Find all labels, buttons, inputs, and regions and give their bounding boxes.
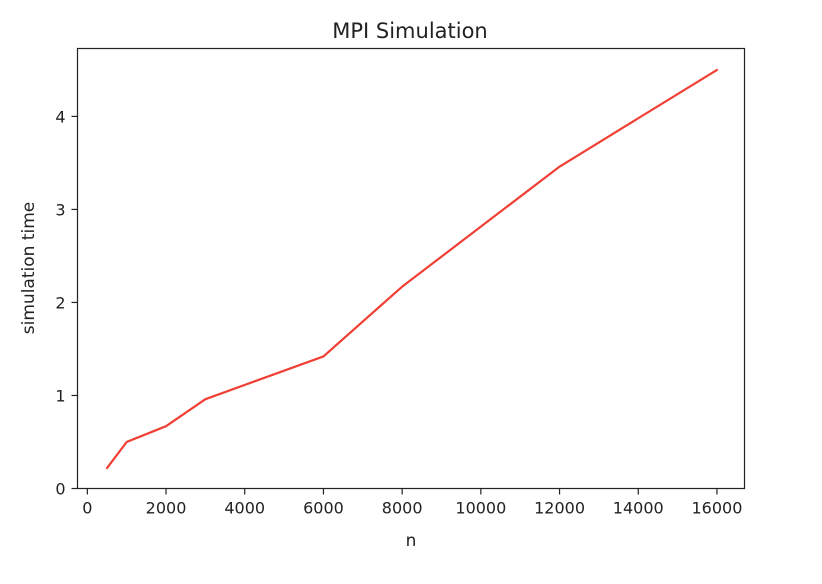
x-tick-label: 16000 [692,499,743,518]
y-tick-label: 4 [55,107,65,126]
x-tick-label: 0 [82,499,92,518]
x-tick-label: 12000 [534,499,585,518]
x-tick-label: 4000 [224,499,265,518]
x-tick-label: 10000 [455,499,506,518]
series-line [105,68,719,470]
y-tick-label: 3 [55,200,65,219]
chart-title: MPI Simulation [332,19,488,43]
y-tick-label: 1 [55,386,65,405]
x-axis: 0 2000 4000 6000 8000 10000 12000 14000 16000 [82,488,743,518]
y-axis-label: simulation time [19,202,39,334]
x-tick-label: 6000 [303,499,344,518]
x-tick-label: 2000 [146,499,187,518]
x-tick-label: 14000 [613,499,664,518]
x-tick-label: 8000 [382,499,423,518]
y-axis: 0 1 2 3 4 [55,107,78,499]
y-tick-label: 0 [55,480,65,499]
plot-area [76,47,746,490]
series-layer [105,68,719,470]
y-tick-label: 2 [55,293,65,312]
x-axis-label: n [406,531,417,551]
